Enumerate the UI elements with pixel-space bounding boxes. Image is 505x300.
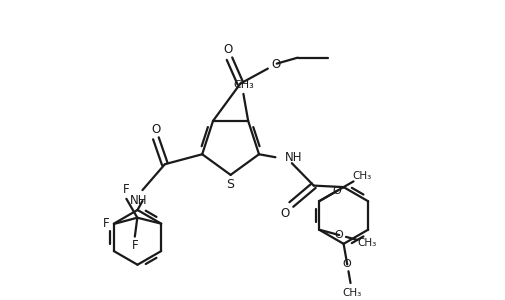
Text: O: O: [151, 123, 160, 136]
Text: O: O: [332, 186, 341, 196]
Text: O: O: [271, 58, 280, 71]
Text: CH₃: CH₃: [352, 171, 371, 182]
Text: O: O: [280, 207, 289, 220]
Text: NH: NH: [284, 151, 301, 164]
Text: F: F: [131, 239, 138, 252]
Text: F: F: [123, 183, 129, 196]
Text: CH₃: CH₃: [233, 80, 254, 90]
Text: O: O: [342, 260, 351, 269]
Text: O: O: [334, 230, 343, 240]
Text: S: S: [226, 178, 234, 191]
Text: NH: NH: [129, 194, 147, 206]
Text: O: O: [223, 43, 232, 56]
Text: CH₃: CH₃: [342, 288, 361, 298]
Text: CH₃: CH₃: [357, 238, 376, 248]
Text: F: F: [103, 217, 109, 230]
